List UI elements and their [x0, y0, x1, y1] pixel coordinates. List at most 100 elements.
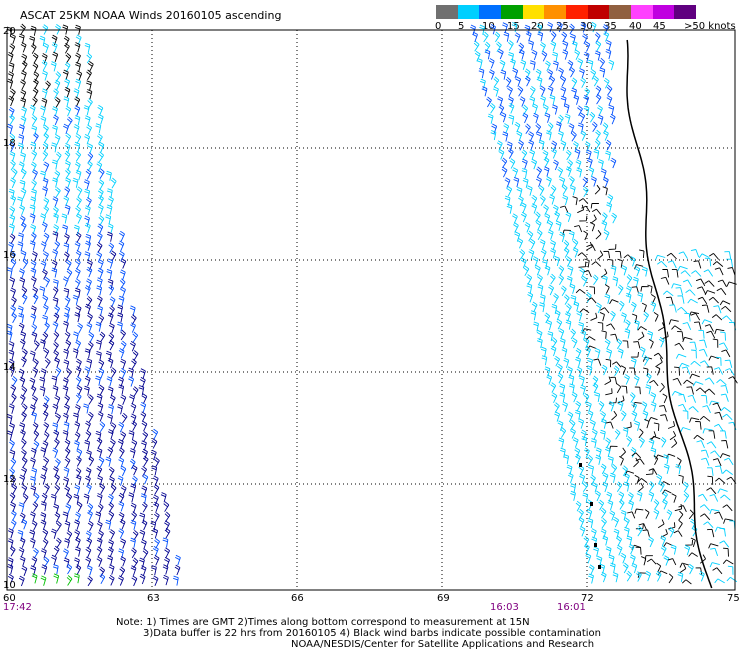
wind-barb	[11, 376, 18, 387]
wind-barb	[63, 195, 70, 207]
wind-barb	[721, 349, 731, 358]
wind-barb	[539, 302, 545, 313]
wind-barb	[720, 331, 726, 341]
wind-barb	[639, 346, 646, 358]
colorbar-label: 45	[653, 21, 666, 32]
wind-barb	[516, 130, 523, 142]
wind-barb	[110, 484, 117, 495]
wind-barb	[65, 52, 72, 64]
wind-barb	[75, 133, 82, 144]
wind-barb	[637, 525, 643, 537]
wind-barb	[96, 251, 103, 263]
wind-barb	[598, 159, 604, 170]
wind-barb	[6, 267, 13, 278]
wind-barb	[512, 67, 519, 79]
wind-barb	[8, 242, 14, 253]
wind-barb	[663, 555, 670, 566]
wind-barb	[551, 104, 558, 115]
wind-barb	[612, 361, 622, 368]
wind-barb	[566, 464, 573, 475]
wind-barb	[120, 538, 127, 549]
wind-barb	[608, 401, 615, 412]
wind-barb	[609, 299, 619, 305]
wind-barb	[624, 421, 632, 430]
wind-barb	[526, 185, 533, 196]
wind-barb	[660, 414, 668, 422]
wind-barb	[63, 403, 70, 415]
wind-barb	[591, 261, 602, 267]
wind-barb	[519, 96, 526, 107]
wind-barb	[490, 24, 496, 35]
wind-barb	[682, 410, 689, 420]
wind-barb	[95, 321, 102, 332]
wind-barb	[107, 429, 114, 440]
wind-barb	[85, 303, 91, 315]
wind-barb	[7, 538, 14, 549]
wind-barb	[118, 421, 125, 433]
wind-barb	[693, 260, 702, 269]
wind-barb	[87, 313, 93, 324]
wind-barb	[490, 130, 497, 141]
wind-barb	[714, 526, 726, 532]
wind-barb	[582, 186, 589, 198]
wind-barb	[595, 93, 602, 105]
wind-barb	[574, 409, 581, 420]
wind-barb	[54, 79, 61, 91]
wind-barb	[508, 51, 514, 62]
wind-barb	[7, 528, 14, 539]
wind-barb	[574, 148, 581, 160]
wind-barb	[689, 373, 700, 379]
wind-barb	[662, 290, 674, 297]
wind-barb	[622, 465, 628, 477]
wind-barb	[582, 481, 589, 492]
wind-barb	[62, 69, 69, 80]
wind-barb	[715, 465, 723, 474]
wind-barb	[39, 35, 46, 46]
wind-barb	[30, 141, 37, 152]
wind-barb	[84, 188, 91, 199]
wind-barb	[87, 61, 94, 72]
colorbar-label: >50 knots	[684, 21, 736, 32]
lat-label: 10	[3, 580, 16, 591]
wind-barb	[541, 50, 548, 62]
wind-barb	[97, 204, 104, 215]
wind-barb	[120, 485, 127, 496]
wind-barb	[565, 319, 572, 330]
wind-barb	[621, 265, 628, 276]
wind-barb	[52, 447, 59, 459]
wind-barb	[721, 440, 729, 449]
wind-barb	[63, 233, 70, 244]
wind-barb	[722, 469, 733, 475]
wind-barb	[107, 231, 113, 242]
wind-barb	[139, 573, 146, 585]
wind-barb	[687, 298, 698, 304]
wind-barb	[701, 304, 710, 313]
wind-barb	[704, 377, 715, 385]
wind-barb	[550, 273, 556, 285]
wind-barb	[589, 221, 596, 232]
wind-barb	[580, 77, 586, 88]
wind-barb	[689, 417, 700, 423]
wind-barb	[42, 177, 49, 188]
wind-barb	[83, 403, 89, 414]
wind-barb	[65, 259, 72, 271]
wind-barb	[154, 511, 160, 523]
wind-barb	[550, 31, 557, 42]
wind-barb	[75, 78, 82, 90]
wind-barb	[17, 196, 23, 207]
colorbar-label: 30	[580, 21, 593, 32]
wind-barb	[11, 168, 18, 179]
wind-barb	[609, 445, 618, 452]
wind-barb	[98, 179, 105, 190]
lat-label: 14	[3, 362, 16, 373]
wind-barb	[55, 186, 61, 198]
wind-barb	[132, 331, 139, 343]
wind-barb	[9, 114, 15, 125]
wind-barb	[599, 67, 606, 78]
wind-barb	[31, 125, 38, 136]
wind-barb	[637, 326, 648, 331]
wind-barb	[164, 520, 170, 531]
wind-barb	[571, 77, 578, 89]
wind-barb	[52, 106, 58, 117]
wind-barb	[612, 276, 619, 287]
